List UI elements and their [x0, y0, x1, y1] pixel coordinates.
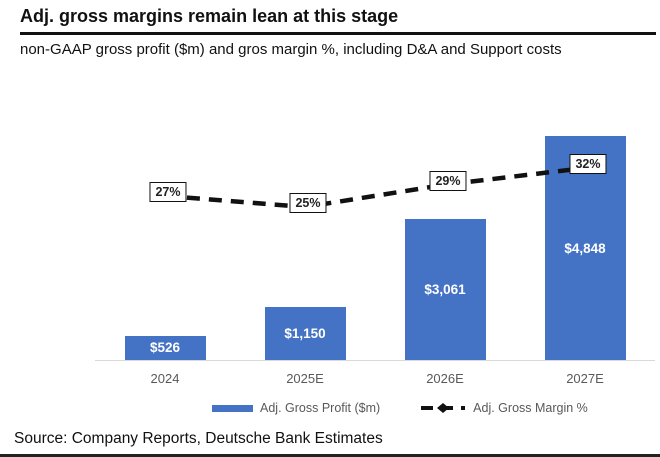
- bar-series-swatch-icon: [212, 404, 253, 412]
- bar-value-label: $1,150: [284, 325, 326, 341]
- bar-value-label: $3,061: [424, 281, 466, 297]
- title-underline: [20, 32, 656, 35]
- x-axis-line: [95, 360, 655, 361]
- legend-item-adj-gross-margin: Adj. Gross Margin %: [420, 401, 588, 415]
- x-axis-tick-label: 2024: [150, 371, 180, 386]
- dashed-line-diamond-swatch-icon: [421, 403, 466, 413]
- bar-value-label: $4,848: [564, 240, 606, 256]
- legend-item-adj-gross-profit: Adj. Gross Profit ($m): [212, 401, 380, 415]
- x-axis-tick-label: 2026E: [426, 371, 464, 386]
- gross-margin-data-label: 25%: [289, 193, 327, 213]
- gross-margin-data-label: 32%: [569, 154, 607, 174]
- gross-profit-bar: $526: [124, 335, 206, 360]
- source-note: Source: Company Reports, Deutsche Bank E…: [14, 430, 383, 447]
- gross-margin-data-label: 27%: [149, 181, 187, 202]
- gross-margin-data-label: 29%: [429, 170, 467, 191]
- bar-value-label: $526: [149, 340, 181, 356]
- chart-title: Adj. gross margins remain lean at this s…: [20, 6, 399, 26]
- gross-profit-bar: $3,061: [404, 218, 486, 360]
- x-axis-tick-label: 2025E: [286, 371, 324, 386]
- chart-subtitle: non-GAAP gross profit ($m) and gros marg…: [20, 41, 562, 58]
- legend-label-adj-gross-margin: Adj. Gross Margin %: [473, 401, 588, 415]
- x-axis-tick-label: 2027E: [566, 371, 604, 386]
- bottom-border-line: [0, 454, 660, 457]
- chart-legend: Adj. Gross Profit ($m) Adj. Gross Margin…: [212, 401, 588, 415]
- legend-label-adj-gross-profit: Adj. Gross Profit ($m): [260, 401, 381, 415]
- gross-profit-bar: $1,150: [264, 306, 346, 360]
